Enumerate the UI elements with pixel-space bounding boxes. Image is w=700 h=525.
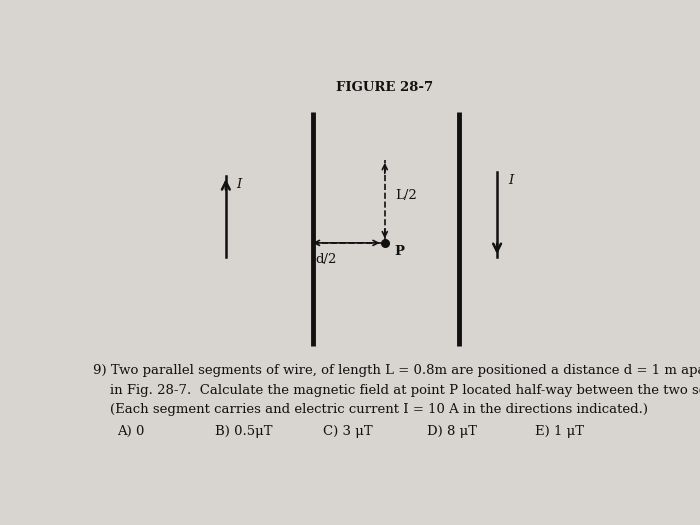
Text: A) 0: A) 0: [118, 425, 145, 438]
Text: L/2: L/2: [395, 189, 417, 202]
Text: (Each segment carries and electric current I = 10 A in the directions indicated.: (Each segment carries and electric curre…: [93, 403, 648, 416]
Text: I: I: [508, 174, 513, 187]
Text: D) 8 μT: D) 8 μT: [426, 425, 477, 438]
Text: FIGURE 28-7: FIGURE 28-7: [336, 81, 433, 94]
Text: B) 0.5μT: B) 0.5μT: [215, 425, 272, 438]
Text: 9) Two parallel segments of wire, of length L = 0.8m are positioned a distance d: 9) Two parallel segments of wire, of len…: [93, 364, 700, 377]
Text: d/2: d/2: [315, 253, 337, 266]
Text: E) 1 μT: E) 1 μT: [535, 425, 584, 438]
Text: I: I: [237, 178, 242, 191]
Text: C) 3 μT: C) 3 μT: [323, 425, 373, 438]
Text: P: P: [395, 245, 405, 258]
Text: in Fig. 28-7.  Calculate the magnetic field at point P located half-way between : in Fig. 28-7. Calculate the magnetic fie…: [93, 384, 700, 396]
